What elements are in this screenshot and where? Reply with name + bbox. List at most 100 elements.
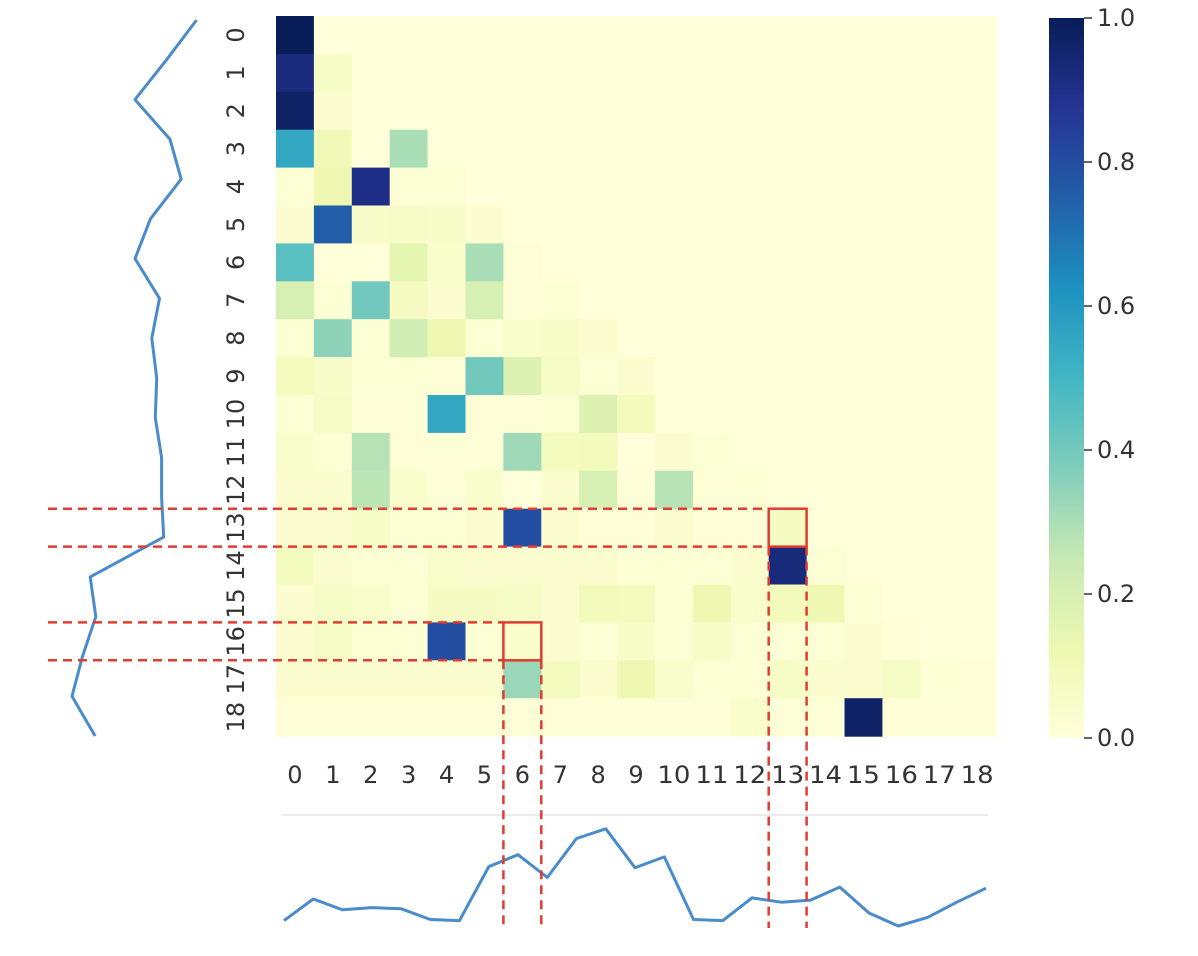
heatmap-cell-r15-c1 — [313, 584, 353, 623]
heatmap-cell-r2-c8 — [579, 91, 618, 131]
heatmap-cell-r1-c10 — [655, 53, 694, 93]
heatmap-cell-r3-c17 — [920, 129, 959, 169]
heatmap-cell-r1-c6 — [503, 53, 542, 93]
heatmap-cell-r6-c4 — [427, 243, 467, 282]
heatmap-cell-r2-c18 — [958, 91, 997, 131]
heatmap-cell-r13-c18 — [958, 508, 997, 548]
heatmap-cell-r12-c15 — [844, 470, 883, 510]
row-tick-label: 10 — [222, 399, 250, 430]
colorbar-tick-label: 0.8 — [1097, 148, 1135, 176]
heatmap-cell-r2-c12 — [730, 91, 770, 131]
heatmap-cell-r9-c10 — [655, 357, 694, 396]
heatmap-cell-r0-c3 — [389, 16, 429, 55]
heatmap-cell-r11-c4 — [427, 432, 467, 472]
heatmap-cell-r7-c8 — [579, 281, 618, 320]
heatmap-cell-r11-c15 — [844, 432, 883, 472]
heatmap-cell-r5-c6 — [503, 205, 542, 244]
heatmap-cell-r13-c7 — [541, 508, 580, 548]
heatmap-cell-r11-c7 — [541, 432, 580, 472]
heatmap-cell-r15-c2 — [351, 584, 391, 623]
heatmap-cell-r10-c9 — [617, 395, 656, 434]
heatmap-cell-r5-c1 — [313, 205, 353, 244]
heatmap-cell-r3-c14 — [806, 129, 846, 169]
left-side-curve — [70, 19, 198, 737]
heatmap-cell-r5-c8 — [579, 205, 618, 244]
heatmap-cell-r16-c15 — [844, 622, 883, 661]
heatmap-cell-r15-c10 — [655, 584, 694, 623]
heatmap-cell-r3-c11 — [692, 129, 732, 169]
heatmap-cell-r12-c3 — [389, 470, 429, 510]
heatmap-cell-r3-c7 — [541, 129, 580, 169]
column-tick-label: 11 — [695, 761, 728, 789]
row-tick-label: 0 — [222, 27, 250, 42]
heatmap-cell-r10-c11 — [692, 395, 732, 434]
heatmap-cell-r16-c17 — [920, 622, 959, 661]
heatmap-cell-r3-c13 — [768, 129, 808, 169]
column-tick-labels: 0 1 2 3 4 5 6 7 8 9 10 11 12 13 14 15 16 17 18 — [287, 761, 993, 789]
heatmap-cell-r14-c11 — [692, 546, 732, 586]
heatmap-cell-r0-c8 — [579, 16, 618, 55]
heatmap-cell-r0-c12 — [730, 16, 770, 55]
heatmap-cell-r4-c16 — [882, 167, 921, 207]
colorbar: 0.0 0.2 0.4 0.6 0.8 1.0 — [1049, 4, 1135, 752]
heatmap-cell-r10-c0 — [276, 395, 315, 434]
heatmap-cell-r0-c2 — [351, 16, 391, 55]
heatmap-cell-r13-c13 — [768, 508, 808, 548]
heatmap-cell-r1-c15 — [844, 53, 883, 93]
row-tick-label: 1 — [222, 65, 250, 80]
heatmap-cell-r4-c7 — [541, 167, 580, 207]
row-tick-label: 9 — [222, 368, 250, 383]
heatmap-cell-r6-c11 — [692, 243, 732, 282]
heatmap-cell-r0-c7 — [541, 16, 580, 55]
colorbar-tick-label: 0.2 — [1097, 580, 1135, 608]
heatmap-cell-r8-c10 — [655, 319, 694, 358]
heatmap-cell-r13-c5 — [465, 508, 504, 548]
heatmap-cell-r13-c0 — [276, 508, 315, 548]
heatmap-cell-r11-c0 — [276, 432, 315, 472]
heatmap-cell-r2-c9 — [617, 91, 656, 131]
heatmap-cell-r2-c16 — [882, 91, 921, 131]
heatmap-cell-r15-c3 — [389, 584, 429, 623]
heatmap-cell-r10-c8 — [579, 395, 618, 434]
heatmap-cell-r10-c7 — [541, 395, 580, 434]
heatmap-cell-r5-c17 — [920, 205, 959, 244]
heatmap-cell-r6-c16 — [882, 243, 921, 282]
heatmap-cell-r1-c3 — [389, 53, 429, 93]
heatmap-cell-r7-c7 — [541, 281, 580, 320]
heatmap-cell-r18-c18 — [958, 698, 997, 737]
heatmap-cell-r3-c10 — [655, 129, 694, 169]
bottom-side-curve — [282, 814, 988, 928]
heatmap-cell-r12-c17 — [920, 470, 959, 510]
heatmap-cell-r18-c12 — [730, 698, 770, 737]
heatmap-cell-r10-c2 — [351, 395, 391, 434]
heatmap-cell-r17-c14 — [806, 660, 846, 699]
heatmap-cell-r11-c12 — [730, 432, 770, 472]
heatmap-cell-r18-c7 — [541, 698, 580, 737]
heatmap-cell-r15-c5 — [465, 584, 504, 623]
heatmap-cell-r15-c0 — [276, 584, 315, 623]
heatmap-cell-r16-c16 — [882, 622, 921, 661]
heatmap-cell-r7-c14 — [806, 281, 846, 320]
heatmap-cell-r17-c0 — [276, 660, 315, 699]
heatmap-cell-r0-c5 — [465, 16, 504, 55]
heatmap-cell-r15-c17 — [920, 584, 959, 623]
heatmap-cell-r5-c0 — [276, 205, 315, 244]
heatmap-cell-r10-c12 — [730, 395, 770, 434]
heatmap-cell-r4-c8 — [579, 167, 618, 207]
heatmap-cell-r6-c18 — [958, 243, 997, 282]
heatmap-cell-r17-c17 — [920, 660, 959, 699]
heatmap-cell-r4-c12 — [730, 167, 770, 207]
heatmap-cell-r6-c9 — [617, 243, 656, 282]
column-tick-label: 7 — [553, 761, 568, 789]
heatmap-cell-r4-c13 — [768, 167, 808, 207]
heatmap-cell-r6-c7 — [541, 243, 580, 282]
heatmap-cell-r3-c6 — [503, 129, 542, 169]
heatmap-cell-r1-c4 — [427, 53, 467, 93]
heatmap-cell-r0-c4 — [427, 16, 467, 55]
heatmap-cell-r15-c8 — [579, 584, 618, 623]
heatmap-cell-r18-c14 — [806, 698, 846, 737]
heatmap-cell-r3-c2 — [351, 129, 391, 169]
heatmap-cell-r7-c15 — [844, 281, 883, 320]
heatmap-cell-r18-c5 — [465, 698, 504, 737]
heatmap-cell-r2-c13 — [768, 91, 808, 131]
